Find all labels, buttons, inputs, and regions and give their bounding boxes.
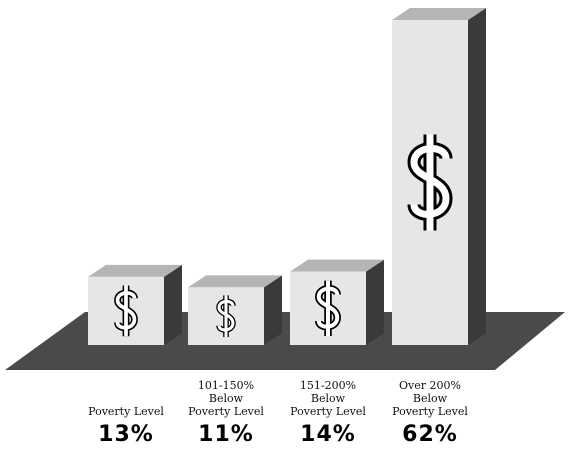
bar-side: [366, 259, 384, 345]
bar: [392, 8, 486, 345]
category-label: 101-150% Below Poverty Level: [188, 379, 264, 418]
category-label: 151-200% Below Poverty Level: [290, 379, 366, 418]
bar-top: [188, 275, 282, 288]
dollar-inner: [410, 134, 450, 231]
bar-side: [468, 8, 486, 345]
bar: [290, 259, 384, 345]
value-label: 14%: [300, 422, 356, 447]
bar: [88, 264, 182, 345]
bar-side: [164, 264, 182, 345]
bar-top: [88, 264, 182, 277]
dollar-inner: [115, 285, 137, 337]
dollar-icon: [114, 285, 138, 337]
bar-top: [392, 8, 486, 20]
value-label: 13%: [98, 422, 154, 447]
category-label: Over 200% Below Poverty Level: [392, 379, 468, 418]
dollar-icon: [407, 134, 453, 231]
dollar-icon: [315, 280, 341, 336]
bar-top: [290, 259, 384, 272]
dollar-inner: [217, 295, 235, 337]
bar: [188, 275, 282, 345]
value-label: 11%: [198, 422, 254, 447]
value-label: 62%: [402, 422, 458, 447]
dollar-icon: [216, 295, 236, 337]
dollar-inner: [316, 280, 340, 336]
category-label: Poverty Level: [88, 405, 164, 418]
bar-side: [264, 275, 282, 345]
